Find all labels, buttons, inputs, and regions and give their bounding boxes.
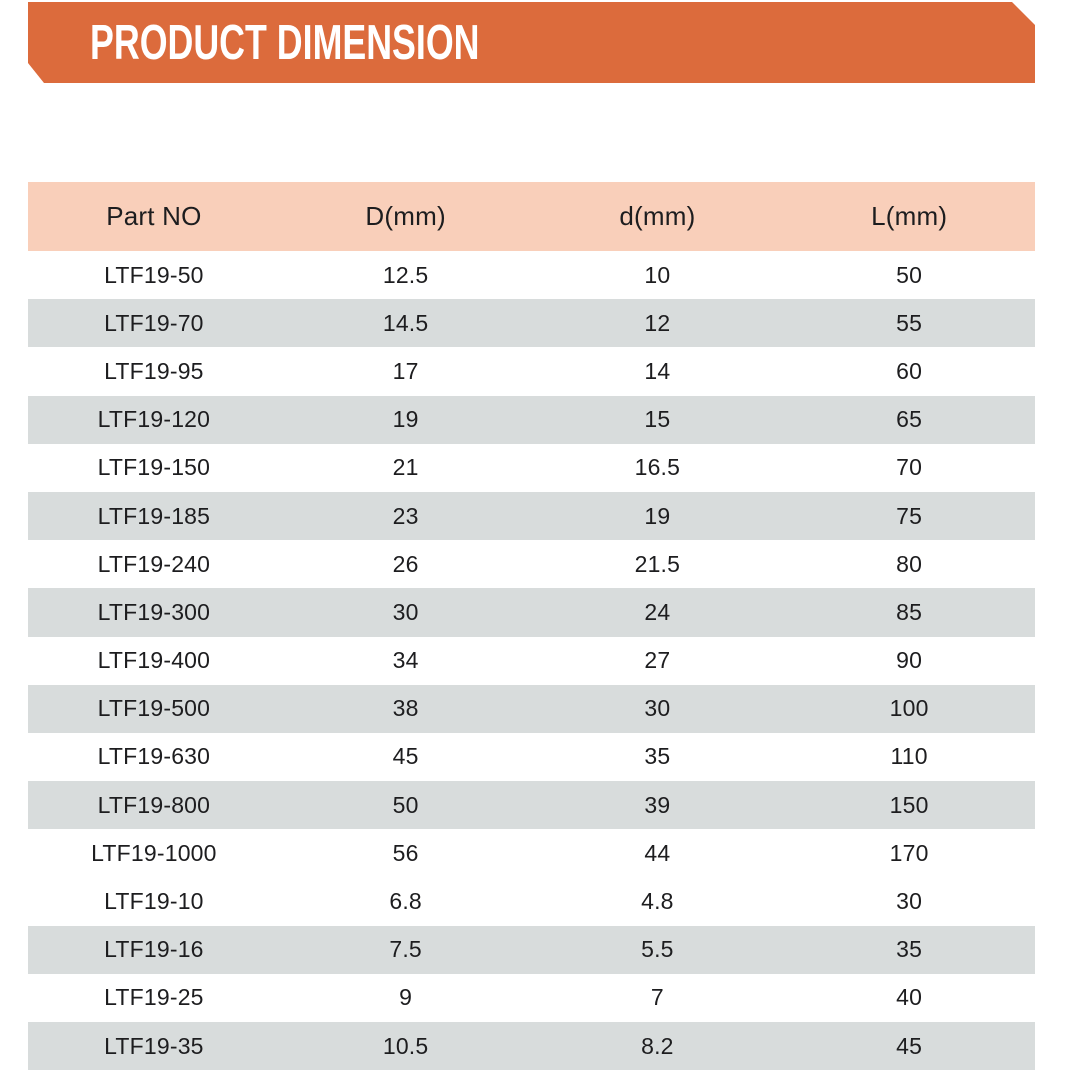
table-row: LTF19-10 6.8 4.8 30 [28,877,1035,926]
dimension-cell: 16.5 [634,454,681,481]
dimension-cell: 45 [392,743,419,770]
dimension-cell: 90 [896,647,923,674]
dimension-cell: 12.5 [382,261,429,288]
dimension-cell: 39 [644,791,671,818]
part-no-cell: LTF19-630 [97,743,211,770]
part-no-cell: LTF19-16 [104,936,204,963]
dimension-cell: 7 [650,984,664,1011]
table-row: LTF19-120 19 15 65 [28,395,1035,444]
dimension-cell: 12 [644,309,671,336]
dimension-cell: 50 [896,261,923,288]
part-no-cell: LTF19-35 [104,1032,204,1059]
part-no-cell: LTF19-1000 [91,839,217,866]
dimension-table: Part NO D(mm) d(mm) L(mm) LTF19-50 12.5 10 50 L… [28,182,1035,1071]
column-header-2: d(mm) [619,201,696,231]
table-row: LTF19-95 17 14 60 [28,347,1035,396]
dimension-cell: 19 [644,502,671,529]
table-row: LTF19-70 14.5 12 55 [28,299,1035,348]
dimension-cell: 85 [896,598,923,625]
table-row: LTF19-800 50 39 150 [28,781,1035,830]
table-row: LTF19-50 12.5 10 50 [28,251,1035,300]
part-no-cell: LTF19-95 [104,357,204,384]
dimension-cell: 70 [896,454,923,481]
part-no-cell: LTF19-400 [97,647,211,674]
dimension-cell: 14 [644,357,671,384]
dimension-cell: 23 [392,502,419,529]
dimension-cell: 27 [644,647,671,674]
table-row: LTF19-1000 56 44 170 [28,829,1035,878]
table-body: LTF19-50 12.5 10 50 LTF19-70 14.5 12 55 LTF19-95… [28,251,1035,1071]
dimension-cell: 24 [644,598,671,625]
dimension-cell: 21 [392,454,419,481]
dimension-cell: 35 [896,936,923,963]
part-no-cell: LTF19-240 [97,550,211,577]
dimension-cell: 110 [890,743,928,770]
dimension-cell: 30 [392,598,419,625]
dimension-cell: 45 [896,1032,923,1059]
part-no-cell: LTF19-25 [104,984,204,1011]
dimension-cell: 65 [896,406,923,433]
table-row: LTF19-25 9 7 40 [28,973,1035,1022]
section-title: PRODUCT DIMENSION [90,16,480,70]
dimension-cell: 34 [392,647,419,674]
dimension-cell: 75 [896,502,923,529]
table-row: LTF19-500 38 30 100 [28,684,1035,733]
part-no-cell: LTF19-500 [97,695,211,722]
dimension-cell: 30 [896,888,923,915]
part-no-cell: LTF19-800 [97,791,211,818]
part-no-cell: LTF19-70 [104,309,204,336]
dimension-cell: 6.8 [389,888,422,915]
column-header-3: L(mm) [871,201,948,231]
dimension-cell: 10 [644,261,671,288]
dimension-cell: 10.5 [382,1032,429,1059]
dimension-cell: 50 [392,791,419,818]
table-row: LTF19-630 45 35 110 [28,732,1035,782]
dimension-cell: 80 [896,550,923,577]
dimension-cell: 150 [889,791,929,818]
table-header-row: Part NO D(mm) d(mm) L(mm) [28,182,1035,251]
table-row: LTF19-185 23 19 75 [28,491,1035,541]
dimension-cell: 55 [896,309,923,336]
part-no-cell: LTF19-50 [104,261,204,288]
dimension-cell: 26 [392,550,419,577]
dimension-cell: 40 [896,984,923,1011]
section-banner: PRODUCT DIMENSION [28,2,1035,83]
part-no-cell: LTF19-120 [97,406,211,433]
dimension-cell: 5.5 [641,936,674,963]
dimension-cell: 30 [644,695,671,722]
part-no-cell: LTF19-10 [104,888,204,915]
table-row: LTF19-16 7.5 5.5 35 [28,925,1035,974]
part-no-cell: LTF19-300 [97,598,211,625]
dimension-cell: 35 [644,743,671,770]
table-row: LTF19-240 26 21.5 80 [28,540,1035,589]
dimension-cell: 4.8 [641,888,674,915]
table-row: LTF19-150 21 16.5 70 [28,443,1035,492]
table-row: LTF19-400 34 27 90 [28,636,1035,685]
dimension-cell: 19 [392,406,419,433]
dimension-cell: 8.2 [641,1032,674,1059]
dimension-cell: 60 [896,357,923,384]
dimension-cell: 44 [644,839,671,866]
column-header-1: D(mm) [365,201,446,231]
table-row: LTF19-35 10.5 8.2 45 [28,1022,1035,1071]
dimension-cell: 7.5 [389,936,422,963]
dimension-cell: 21.5 [634,550,681,577]
dimension-cell: 17 [392,357,419,384]
dimension-cell: 56 [392,839,419,866]
column-header-0: Part NO [106,201,202,231]
dimension-cell: 14.5 [382,309,429,336]
dimension-cell: 15 [644,406,671,433]
dimension-cell: 100 [889,695,929,722]
part-no-cell: LTF19-150 [97,454,211,481]
table-row: LTF19-300 30 24 85 [28,588,1035,637]
part-no-cell: LTF19-185 [97,502,211,529]
dimension-cell: 38 [392,695,419,722]
dimension-cell: 9 [399,984,413,1011]
dimension-cell: 170 [889,839,929,866]
